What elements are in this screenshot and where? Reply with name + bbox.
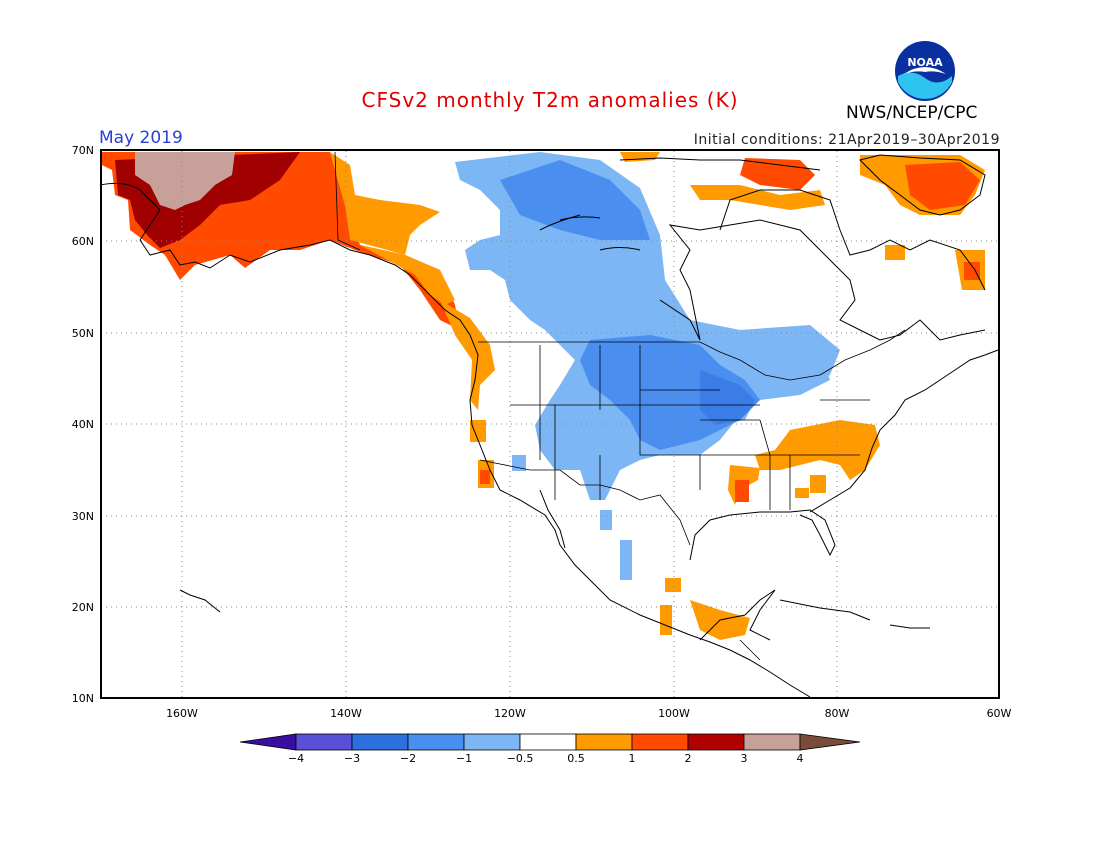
borders bbox=[334, 151, 906, 661]
logo-text: NOAA bbox=[907, 56, 943, 69]
colorbar-cell bbox=[687, 733, 745, 751]
lat-label: 70N bbox=[71, 144, 94, 157]
lat-label: 50N bbox=[71, 327, 94, 340]
forecast-month: May 2019 bbox=[99, 128, 183, 148]
colorbar-label: −3 bbox=[343, 752, 361, 765]
lon-label: 160W bbox=[166, 707, 198, 720]
colorbar-high-arrow bbox=[799, 733, 861, 751]
colorbar-label: 0.5 bbox=[567, 752, 585, 765]
map-frame bbox=[100, 149, 1000, 699]
colorbar-cell bbox=[743, 733, 801, 751]
lat-label: 40N bbox=[71, 418, 94, 431]
lat-label: 60N bbox=[71, 235, 94, 248]
lon-label: 60W bbox=[986, 707, 1012, 720]
anomaly-shading bbox=[102, 152, 985, 640]
colorbar-label: 1 bbox=[628, 752, 636, 765]
colorbar-label: 2 bbox=[684, 752, 692, 765]
colorbar-cell bbox=[463, 733, 521, 751]
colorbar-cell bbox=[519, 733, 577, 751]
colorbar-label: −4 bbox=[287, 752, 305, 765]
colorbar-cell bbox=[575, 733, 633, 751]
lat-label: 20N bbox=[71, 601, 94, 614]
initial-conditions: Initial conditions: 21Apr2019–30Apr2019 bbox=[693, 132, 1000, 148]
colorbar-label: −1 bbox=[455, 752, 473, 765]
lon-label: 140W bbox=[330, 707, 362, 720]
coastlines bbox=[99, 154, 999, 698]
colorbar-cell bbox=[295, 733, 353, 751]
colorbar-cell bbox=[407, 733, 465, 751]
lon-label: 120W bbox=[494, 707, 526, 720]
lat-label: 10N bbox=[71, 692, 94, 705]
colorbar-label: 4 bbox=[796, 752, 804, 765]
chart-title: CFSv2 monthly T2m anomalies (K) bbox=[361, 88, 739, 112]
agency-label: NWS/NCEP/CPC bbox=[846, 103, 978, 123]
colorbar bbox=[239, 733, 861, 751]
colorbar-label: 3 bbox=[740, 752, 748, 765]
lon-label: 80W bbox=[824, 707, 850, 720]
colorbar-label: −2 bbox=[399, 752, 417, 765]
colorbar-low-arrow bbox=[239, 733, 297, 751]
colorbar-label: −0.5 bbox=[506, 752, 534, 765]
noaa-logo: NOAA bbox=[894, 40, 956, 102]
lon-label: 100W bbox=[658, 707, 690, 720]
colorbar-cell bbox=[351, 733, 409, 751]
gridlines bbox=[101, 151, 999, 698]
lat-label: 30N bbox=[71, 510, 94, 523]
colorbar-cell bbox=[631, 733, 689, 751]
